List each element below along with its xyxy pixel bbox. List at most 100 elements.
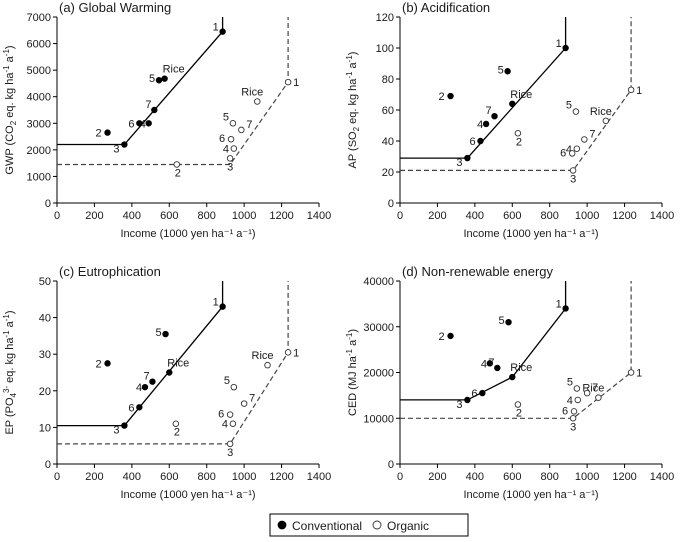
- organic-point-label: 3: [570, 421, 576, 433]
- organic-point-4: [230, 145, 238, 152]
- conventional-point-label: Rice: [163, 64, 185, 76]
- conventional-point-4: [145, 120, 152, 127]
- organic-point-label: 2: [516, 136, 522, 148]
- legend: Conventional Organic: [269, 513, 469, 537]
- organic-point-7: [583, 389, 591, 397]
- conventional-point-label: 7: [486, 105, 492, 117]
- x-tick-label: 1200: [269, 210, 293, 222]
- conventional-point-rice: [161, 75, 168, 82]
- x-tick-label: 600: [503, 471, 521, 483]
- conventional-point-rice: [509, 100, 516, 107]
- frontier-organic: [57, 281, 289, 445]
- organic-point-rice: [595, 394, 602, 401]
- x-tick-label: 1400: [650, 210, 674, 222]
- organic-point-label: 4: [566, 144, 572, 156]
- organic-point-3: [569, 415, 577, 422]
- conventional-point-3: [121, 141, 128, 148]
- conventional-point-5: [504, 68, 511, 75]
- organic-point-1: [284, 78, 292, 86]
- organic-point-1: [627, 86, 635, 94]
- y-tick-label: 3000: [27, 118, 51, 130]
- x-tick-label: 600: [503, 210, 521, 222]
- organic-point-label: Rice: [582, 383, 604, 395]
- organic-point-label: 6: [562, 405, 568, 417]
- conventional-point-6: [136, 404, 143, 411]
- conventional-point-7: [494, 364, 501, 372]
- conventional-point-label: 1: [556, 38, 562, 50]
- organic-point-label: 7: [246, 119, 252, 131]
- organic-point-5: [230, 383, 238, 391]
- y-tick-label: 20000: [363, 368, 394, 380]
- y-tick-label: 0: [388, 459, 394, 471]
- organic-point-label: 3: [227, 161, 233, 173]
- frontier-conventional: [57, 17, 224, 146]
- organic-point-label: 6: [560, 147, 566, 159]
- organic-point-5: [572, 108, 580, 115]
- y-tick-label: 4000: [27, 92, 51, 104]
- legend-box: [269, 513, 469, 537]
- organic-point-7: [238, 126, 245, 134]
- conventional-point-label: Rice: [167, 358, 189, 370]
- conventional-point-3: [464, 396, 471, 404]
- conventional-point-6: [477, 137, 484, 145]
- organic-point-label: 4: [567, 395, 573, 407]
- conventional-point-label: 4: [481, 358, 487, 370]
- organic-point-label: 3: [227, 447, 233, 459]
- x-axis-label: Income (1000 yen ha⁻¹ a⁻¹): [120, 489, 255, 501]
- organic-point-label: 6: [219, 133, 225, 145]
- legend-conventional-label: Conventional: [292, 519, 362, 533]
- x-tick-label: 1000: [232, 210, 256, 222]
- y-tick-label: 5000: [27, 65, 51, 77]
- conventional-point-5: [162, 330, 169, 338]
- conventional-point-label: 6: [471, 388, 477, 400]
- conventional-point-label: 1: [213, 297, 219, 309]
- x-tick-label: 1400: [650, 471, 674, 483]
- organic-point-label: Rice: [252, 350, 274, 362]
- organic-point-1: [627, 369, 635, 376]
- y-tick-label: 0: [45, 459, 51, 471]
- x-tick-label: 200: [85, 210, 103, 222]
- x-tick-label: 400: [466, 471, 484, 483]
- y-tick-label: 2000: [27, 145, 51, 157]
- x-tick-label: 200: [428, 210, 446, 222]
- conventional-point-1: [562, 44, 569, 52]
- frontier-conventional: [400, 17, 567, 159]
- y-tick-label: 40000: [363, 276, 394, 288]
- conventional-point-label: Rice: [510, 89, 532, 101]
- organic-point-6: [570, 408, 578, 415]
- organic-point-label: 2: [175, 167, 181, 179]
- y-tick-label: 50: [39, 276, 51, 288]
- organic-point-label: 3: [570, 173, 576, 185]
- x-tick-label: 1400: [307, 471, 331, 483]
- conventional-point-label: 3: [456, 157, 462, 169]
- x-tick-label: 600: [160, 471, 178, 483]
- frontier-organic: [57, 17, 289, 166]
- organic-point-1: [284, 349, 292, 356]
- x-axis-label: Income (1000 yen ha⁻¹ a⁻¹): [463, 228, 598, 240]
- organic-point-label: 5: [223, 111, 229, 123]
- organic-point-label: 1: [636, 85, 642, 97]
- conventional-point-label: 2: [439, 91, 445, 103]
- chart-title: (b) Acidification: [402, 0, 490, 15]
- conventional-point-2: [104, 360, 111, 367]
- conventional-point-rice: [509, 373, 516, 381]
- x-tick-label: 0: [397, 210, 403, 222]
- y-axis-label: AP (SO2 eq. kg ha-1 a-1): [345, 52, 361, 169]
- conventional-point-4: [486, 360, 494, 367]
- conventional-point-label: 5: [149, 73, 155, 85]
- organic-point-label: 1: [636, 368, 642, 380]
- conventional-point-7: [151, 106, 158, 114]
- conventional-point-label: 2: [96, 358, 102, 370]
- x-tick-label: 800: [541, 471, 559, 483]
- y-tick-label: 100: [376, 43, 394, 55]
- organic-point-label: Rice: [590, 106, 612, 118]
- conventional-point-1: [562, 305, 569, 312]
- x-tick-label: 1200: [612, 471, 636, 483]
- y-tick-label: 0: [45, 198, 51, 210]
- conventional-point-1: [219, 303, 226, 310]
- x-tick-label: 400: [466, 210, 484, 222]
- organic-point-label: Rice: [241, 86, 263, 98]
- conventional-point-label: 2: [96, 128, 102, 140]
- conventional-point-label: 4: [140, 118, 146, 130]
